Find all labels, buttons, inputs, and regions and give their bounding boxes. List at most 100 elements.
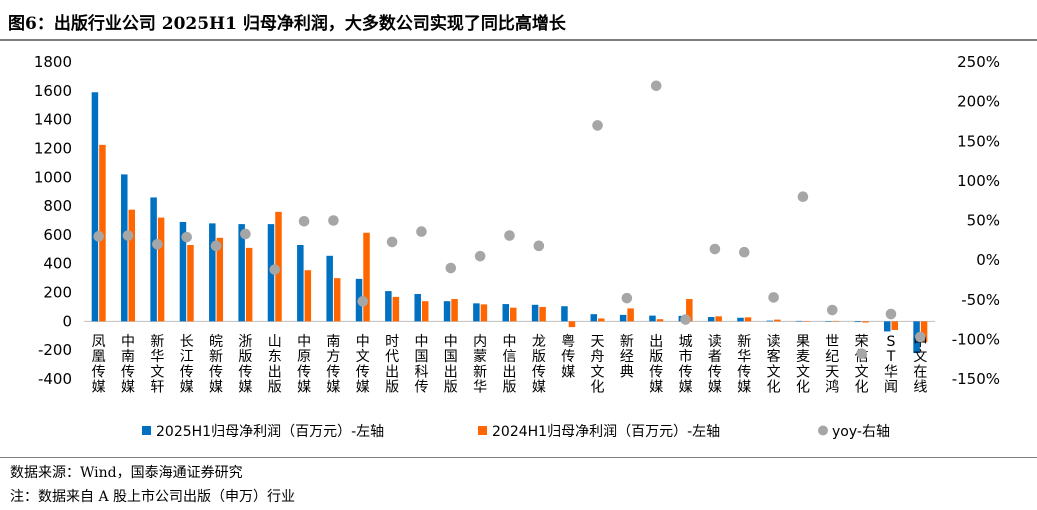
- bar-2025h1: [854, 321, 862, 323]
- right-axis-tick-label: 250%: [957, 53, 1000, 71]
- point-yoy: [504, 230, 515, 241]
- point-yoy: [768, 292, 779, 303]
- bar-2024h1: [451, 299, 458, 322]
- point-yoy: [915, 331, 926, 343]
- bar-2025h1: [443, 301, 451, 322]
- category-label: 新华传媒: [737, 334, 751, 396]
- series-2024h1-bars: [99, 144, 928, 343]
- category-label: 内蒙新华: [473, 334, 487, 396]
- left-axis-tick-label: 600: [43, 226, 72, 244]
- series-2025h1-bars: [91, 92, 920, 354]
- category-label: 读客文化: [767, 333, 781, 396]
- category-label: 天舟文化: [591, 334, 605, 396]
- left-axis-tick-label: 1000: [34, 168, 72, 186]
- point-yoy: [445, 262, 457, 274]
- legend-label: 2025H1归母净利润（百万元）-左轴: [156, 423, 384, 440]
- bar-2024h1: [774, 319, 781, 322]
- right-axis-tick-label: 0%: [976, 251, 1000, 269]
- bar-2025h1: [150, 197, 157, 322]
- bar-2024h1: [598, 318, 605, 322]
- right-axis-tick-label: -50%: [961, 291, 1000, 309]
- point-yoy: [240, 228, 251, 240]
- legend-label: 2024H1归母净利润（百万元）-左轴: [492, 423, 720, 440]
- category-label: 新华文轩: [150, 334, 164, 396]
- right-axis: -150% -100% -50% 0% 50% 100% 150% 200% 250%: [952, 53, 1000, 388]
- bar-2025h1: [297, 244, 304, 322]
- point-yoy: [298, 215, 310, 227]
- category-label: 中文在线: [913, 334, 927, 396]
- bar-2025h1: [91, 92, 99, 322]
- bar-2024h1: [686, 299, 693, 322]
- bar-2024h1: [480, 304, 488, 322]
- point-yoy: [181, 231, 193, 243]
- left-axis-tick-label: 200: [43, 284, 72, 302]
- bar-2024h1: [744, 317, 752, 322]
- point-yoy: [856, 348, 867, 359]
- bar-2025h1: [179, 221, 187, 322]
- bar-2025h1: [531, 304, 539, 322]
- bar-2024h1: [803, 321, 810, 322]
- right-axis-tick-label: 150%: [957, 132, 1000, 150]
- bar-2025h1: [561, 306, 568, 322]
- bar-2025h1: [502, 304, 509, 322]
- category-label: 城市传媒: [679, 334, 693, 396]
- title-bar: 图6：出版行业公司 2025H1 归母净利润，大多数公司实现了同比高增长: [0, 0, 1037, 41]
- bar-2025h1: [238, 224, 245, 322]
- category-label: 中国出版: [444, 334, 458, 396]
- point-yoy: [680, 314, 691, 325]
- point-yoy: [709, 243, 721, 255]
- bar-2024h1: [245, 247, 253, 322]
- series-yoy-points: [93, 80, 926, 359]
- right-axis-tick-label: 50%: [967, 212, 1000, 230]
- legend-swatch: [818, 425, 828, 436]
- title-divider: [0, 39, 1037, 41]
- category-label: 读者传媒: [708, 333, 722, 396]
- bar-2024h1: [656, 319, 664, 322]
- point-yoy: [826, 304, 838, 316]
- category-label: 果麦文化: [796, 334, 810, 396]
- bar-2025h1: [649, 315, 656, 322]
- bar-2024h1: [539, 306, 546, 322]
- bar-2025h1: [707, 317, 715, 322]
- point-yoy: [269, 264, 281, 275]
- left-axis-tick-label: 1800: [34, 53, 72, 71]
- footer-divider: [0, 457, 1037, 458]
- bar-2025h1: [619, 314, 627, 322]
- right-axis-tick-label: -150%: [952, 370, 1000, 388]
- point-yoy: [474, 250, 486, 262]
- bar-2025h1: [385, 291, 392, 322]
- left-axis-tick-label: -200: [38, 341, 72, 359]
- bar-2024h1: [832, 320, 840, 322]
- bar-2025h1: [121, 174, 128, 322]
- category-label: 长江传媒: [180, 334, 194, 396]
- bar-2024h1: [187, 244, 194, 322]
- point-yoy: [797, 191, 809, 203]
- bar-2025h1: [414, 293, 421, 322]
- bar-2024h1: [510, 307, 517, 322]
- bar-2025h1: [737, 317, 744, 322]
- legend-label: yoy-右轴: [832, 424, 890, 440]
- bar-2024h1: [920, 321, 928, 343]
- category-label: 中信出版: [503, 334, 517, 396]
- category-label: 中原传媒: [297, 334, 311, 396]
- bar-2024h1: [363, 232, 370, 322]
- bar-2024h1: [216, 237, 224, 322]
- bar-2025h1: [326, 255, 333, 322]
- category-labels: 凤凰传媒 中南传媒 新华文轩 长江传媒 皖新传媒 浙版传媒 山东出版 中原传媒 南方传媒 中文传媒…: [92, 333, 928, 396]
- left-axis-tick-label: 1600: [34, 82, 72, 100]
- right-axis-tick-label: 200%: [957, 93, 1000, 111]
- point-yoy: [738, 246, 750, 258]
- bar-2024h1: [891, 321, 898, 331]
- category-label: 山东出版: [268, 334, 282, 396]
- left-axis-tick-label: 1200: [34, 139, 72, 157]
- category-label: 龙版传媒: [532, 334, 546, 396]
- category-label: 时代出版: [385, 334, 399, 396]
- legend-swatch: [142, 426, 151, 435]
- bar-2024h1: [862, 321, 869, 323]
- category-label: 凤凰传媒: [92, 334, 106, 396]
- bar-2024h1: [715, 316, 722, 322]
- point-yoy: [533, 240, 545, 252]
- category-label: 世纪天鸿: [825, 334, 839, 396]
- bar-2025h1: [473, 303, 480, 322]
- category-label: 中文传媒: [356, 334, 370, 396]
